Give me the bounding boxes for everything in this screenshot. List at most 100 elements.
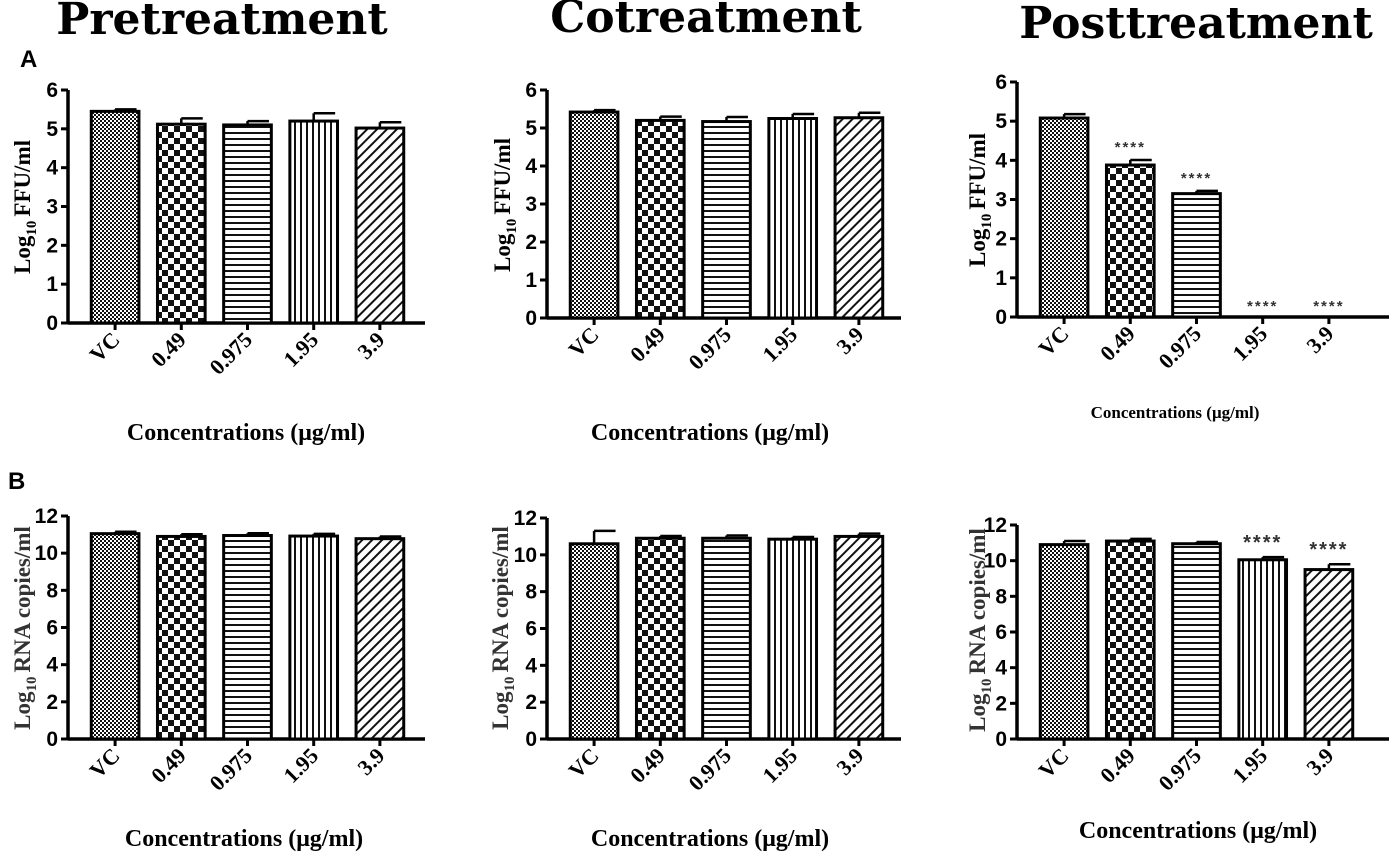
x-tick-label: 0.975	[1153, 743, 1206, 796]
significance-marker: ****	[1309, 539, 1348, 561]
y-tick-label: 6	[995, 621, 1007, 644]
y-tick-label: 4	[995, 149, 1007, 172]
bar-3.9	[833, 116, 885, 320]
x-tick-label: 0.49	[146, 743, 191, 788]
x-tick-label: VC	[1033, 321, 1073, 361]
y-tick-label: 0	[46, 728, 58, 751]
x-tick-label: 0.975	[204, 743, 257, 796]
y-axis-label-main: Log	[965, 693, 990, 732]
y-tick-label: 2	[46, 691, 58, 714]
y-axis-label-unit: FFU/ml	[965, 133, 990, 210]
y-tick-label: 4	[995, 657, 1007, 680]
x-tick-label: VC	[1033, 743, 1073, 783]
x-tick-label: 0.975	[1153, 321, 1206, 374]
y-tick-label: 2	[525, 231, 537, 254]
x-tick-label: 1.95	[278, 743, 323, 788]
y-tick-label: 2	[46, 234, 58, 257]
y-tick-label: 6	[46, 79, 58, 102]
x-axis-label: Concentrations (μg/ml)	[591, 826, 829, 852]
y-axis-label-main: Log	[490, 233, 515, 272]
y-tick-label: 10	[514, 544, 537, 567]
x-tick-label: 1.95	[757, 322, 802, 367]
y-tick-label: 8	[525, 581, 537, 604]
bar-0.49	[155, 534, 207, 741]
y-axis-label-main: Log	[10, 235, 35, 274]
y-tick-label: 6	[525, 79, 537, 102]
y-axis-label-main: Log	[965, 228, 990, 267]
bar-1.95	[288, 534, 340, 741]
y-axis-label-unit: FFU/ml	[490, 138, 515, 215]
x-tick-label: 0.975	[683, 322, 736, 375]
bar-0.49	[1104, 539, 1156, 741]
bar-0.49	[155, 122, 207, 325]
y-axis-label: Log10 RNA copies/ml	[10, 526, 40, 730]
x-tick-label: 0.975	[683, 743, 736, 796]
x-tick-label: 0.49	[1095, 743, 1140, 788]
bar-VC	[1038, 116, 1090, 319]
x-tick-label: 3.9	[352, 743, 389, 780]
x-axis-label: Concentrations (μg/ml)	[591, 420, 829, 446]
significance-marker: ****	[1247, 298, 1278, 315]
y-tick-label: 5	[995, 110, 1007, 133]
y-tick-label: 12	[984, 514, 1007, 537]
column-title-posttreatment: Posttreatment	[1019, 0, 1373, 49]
y-axis-label-subscript: 10	[979, 214, 995, 229]
bar-3.9	[354, 537, 406, 741]
bar-0.49	[1104, 163, 1156, 319]
y-tick-label: 4	[46, 654, 58, 677]
bar-0.975	[222, 534, 273, 741]
x-tick-label: 3.9	[831, 743, 868, 780]
y-tick-label: 0	[46, 312, 58, 335]
x-axis-label: Concentrations (μg/ml)	[127, 420, 365, 446]
x-tick-label: VC	[84, 743, 124, 783]
y-axis-label-subscript: 10	[979, 678, 995, 693]
chart-b-posttreatment: 0 2 4 6 8 10 12 VC 0.49 0.975 **** 1.95 **** 3.9 Conce…	[965, 514, 1389, 844]
significance-marker: ****	[1243, 532, 1282, 554]
bar-VC	[89, 109, 141, 325]
bar-0.49	[634, 536, 686, 741]
x-tick-label: VC	[563, 322, 603, 362]
y-tick-label: 6	[46, 617, 58, 640]
chart-a-pretreatment: 0 1 2 3 4 5 6 VC 0.49 0.975 1.95 3.9 Concentrations …	[10, 79, 425, 446]
y-axis-label: Log10 FFU/ml	[10, 140, 40, 274]
y-tick-label: 8	[995, 585, 1007, 608]
y-tick-label: 4	[525, 155, 537, 178]
y-tick-label: 12	[514, 507, 537, 530]
y-tick-label: 6	[525, 618, 537, 641]
bar-0.975	[1171, 542, 1222, 741]
y-tick-label: 12	[35, 505, 58, 528]
panel-label-b: B	[8, 468, 25, 495]
significance-marker: ****	[1115, 139, 1146, 156]
y-tick-label: 3	[995, 189, 1007, 212]
chart-a-posttreatment: 0 1 2 3 4 5 6 VC **** 0.49 **** 0.975 **** 1.95 **** 3.…	[965, 71, 1389, 422]
y-axis-label-subscript: 10	[502, 676, 518, 691]
x-tick-label: VC	[84, 327, 124, 367]
y-axis-label-main: Log	[488, 691, 513, 730]
x-tick-label: 1.95	[278, 327, 323, 372]
x-tick-label: 0.49	[625, 322, 670, 367]
bar-VC	[1038, 543, 1090, 741]
x-tick-label: 1.95	[757, 743, 802, 788]
x-tick-label: VC	[563, 743, 603, 783]
significance-marker: ****	[1181, 170, 1212, 187]
chart-b-pretreatment: 0 2 4 6 8 10 12 VC 0.49 0.975 1.95 3.9 Concentration…	[10, 505, 425, 852]
x-tick-label: 3.9	[1301, 743, 1338, 780]
bar-1.95	[767, 537, 819, 741]
y-tick-label: 3	[525, 193, 537, 216]
x-tick-label: 3.9	[352, 327, 389, 364]
x-axis-label: Concentrations (μg/ml)	[1091, 403, 1260, 422]
significance-marker: ****	[1313, 298, 1344, 315]
y-tick-label: 10	[35, 542, 58, 565]
bar-VC	[568, 110, 620, 320]
y-tick-label: 0	[995, 728, 1007, 751]
y-tick-label: 8	[46, 579, 58, 602]
y-axis-label-subscript: 10	[504, 219, 520, 234]
y-axis-label-unit: RNA copies/ml	[965, 528, 990, 674]
x-tick-label: 0.975	[204, 327, 257, 380]
bar-1.95	[767, 117, 819, 320]
bar-1.95	[288, 119, 340, 325]
x-axis-label: Concentrations (μg/ml)	[1079, 818, 1317, 844]
chart-a-cotreatment: 0 1 2 3 4 5 6 VC 0.49 0.975 1.95 3.9 Concentrations …	[490, 79, 901, 446]
bar-3.9	[833, 534, 885, 741]
